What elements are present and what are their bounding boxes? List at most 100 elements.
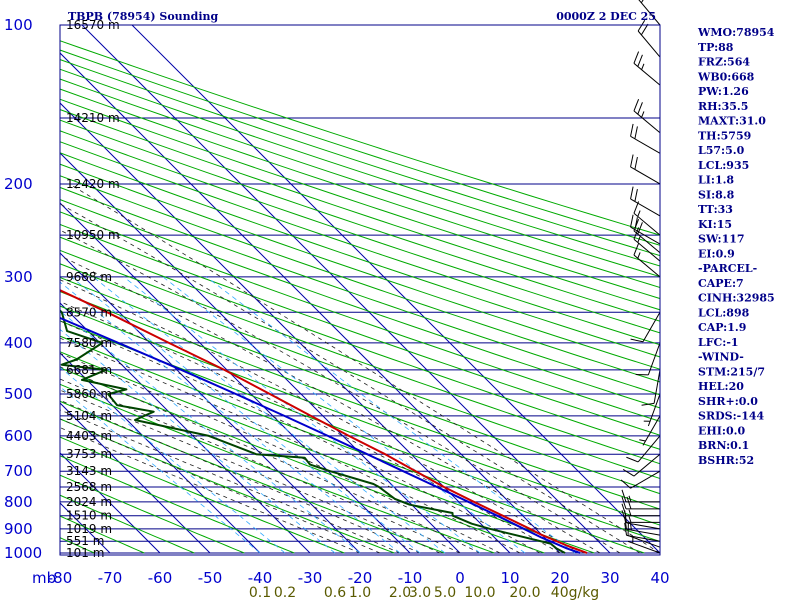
mixing-ratio-line — [70, 276, 421, 554]
index-value: L57:5.0 — [698, 144, 745, 157]
temperature-tick-label: -60 — [148, 569, 173, 587]
dry-adiabat-line — [60, 186, 660, 396]
index-value: WMO:78954 — [697, 26, 775, 39]
height-label: 8570 m — [66, 305, 112, 319]
moist-adiabat-line — [60, 378, 461, 554]
index-value: SHR+:0.0 — [698, 395, 758, 408]
wind-barb — [639, 415, 661, 446]
index-value: SRDS:-144 — [698, 410, 765, 423]
index-value: CINH:32985 — [698, 292, 775, 305]
dry-adiabat-line — [60, 119, 660, 322]
pressure-tick-label: 300 — [4, 268, 33, 286]
isotherm-line — [60, 52, 561, 554]
height-label: 3143 m — [66, 464, 112, 478]
dry-adiabat-line — [60, 88, 660, 289]
height-label: 2568 m — [66, 480, 112, 494]
height-label: 551 m — [66, 534, 104, 548]
diagram-grid — [60, 25, 660, 554]
pressure-tick-label: 900 — [4, 520, 33, 538]
dry-adiabat-line — [60, 436, 345, 554]
dry-adiabat-line — [60, 236, 660, 450]
dry-adiabat-line — [60, 351, 595, 554]
isotherm-line — [81, 25, 611, 554]
wind-barb — [635, 342, 661, 376]
dry-adiabat-line — [60, 49, 660, 246]
height-label: 14210 m — [66, 111, 120, 125]
mixing-ratio-line — [206, 276, 576, 554]
wind-barb — [643, 393, 661, 427]
mixing-ratio-line — [162, 276, 526, 554]
moist-adiabat-line — [60, 399, 421, 554]
index-value: LCL:898 — [698, 306, 750, 319]
dry-adiabat-line — [60, 474, 245, 554]
dry-adiabat-line — [60, 249, 660, 465]
temperature-trace — [60, 289, 588, 554]
mixing-ratio-label: 10.0 — [464, 585, 495, 600]
dry-adiabat-line — [60, 263, 660, 480]
dry-adiabat-line — [60, 383, 495, 554]
height-label: 5860 m — [66, 387, 112, 401]
moist-adiabat-line — [60, 409, 401, 554]
index-value: BRN:0.1 — [698, 439, 749, 452]
pressure-tick-label: 400 — [4, 334, 33, 352]
temperature-tick-label: 30 — [600, 569, 619, 587]
mixing-ratio-label: 0.2 — [274, 585, 296, 600]
temperature-tick-label: -80 — [48, 569, 73, 587]
dewpoint-trace — [60, 309, 566, 554]
mixing-ratio-line — [60, 281, 401, 554]
isotherm-line — [60, 402, 211, 554]
temperature-tick-label: 10 — [500, 569, 519, 587]
moist-adiabat-line — [60, 255, 601, 554]
dry-adiabat-line — [60, 109, 660, 311]
temperature-tick-label: -20 — [348, 569, 373, 587]
dry-adiabat-line — [60, 199, 660, 409]
index-value: RH:35.5 — [698, 100, 748, 113]
index-value: MAXT:31.0 — [698, 115, 766, 128]
temperature-tick-label: 0 — [455, 569, 465, 587]
isotherm-line — [60, 202, 411, 554]
wind-barb — [626, 435, 661, 463]
dry-adiabat-line — [60, 163, 660, 370]
temperature-tick-label: -50 — [198, 569, 223, 587]
moist-adiabat-line — [60, 279, 581, 554]
pressure-tick-label: 200 — [4, 175, 33, 193]
index-value: TP:88 — [698, 41, 734, 54]
temperature-tick-label: 20 — [550, 569, 569, 587]
dry-adiabat-line — [60, 78, 660, 278]
wind-barb — [621, 510, 660, 523]
height-label: 3753 m — [66, 447, 112, 461]
wind-barb — [630, 312, 661, 343]
height-label: 1510 m — [66, 509, 112, 523]
isotherm-line — [60, 302, 311, 554]
dry-adiabat-line — [60, 130, 660, 334]
height-label: 2024 m — [66, 495, 112, 509]
wind-barb — [630, 186, 661, 217]
moist-adiabat-line — [60, 352, 501, 554]
dry-adiabat-line — [60, 276, 660, 495]
index-value: STM:215/7 — [698, 365, 765, 378]
index-value: TT:33 — [698, 203, 733, 216]
wind-barb — [624, 522, 661, 542]
height-label: 10950 m — [66, 228, 120, 242]
pressure-tick-label: 100 — [4, 16, 33, 34]
mixing-ratio-line — [60, 310, 361, 554]
mixing-ratio-label: 40g/kg — [551, 585, 599, 600]
wind-barb — [621, 489, 660, 503]
index-value: FRZ:564 — [698, 56, 750, 69]
wind-barb — [633, 98, 661, 134]
pressure-tick-label: 1000 — [4, 544, 42, 562]
dry-adiabat-line — [60, 98, 660, 300]
wind-barb — [638, 0, 661, 26]
dry-adiabat-line — [60, 455, 295, 554]
index-value: BSHR:52 — [698, 454, 754, 467]
height-label: 5104 m — [66, 409, 112, 423]
plot-background — [60, 25, 660, 555]
index-value: WB0:668 — [697, 70, 755, 83]
index-value: CAP:1.9 — [698, 321, 746, 334]
index-value: CAPE:7 — [698, 277, 744, 290]
mixing-ratio-line — [60, 386, 261, 554]
wind-barb — [633, 243, 661, 278]
moist-adiabat-line — [60, 229, 621, 554]
sounding-time: 0000Z 2 DEC 25 — [556, 10, 656, 23]
